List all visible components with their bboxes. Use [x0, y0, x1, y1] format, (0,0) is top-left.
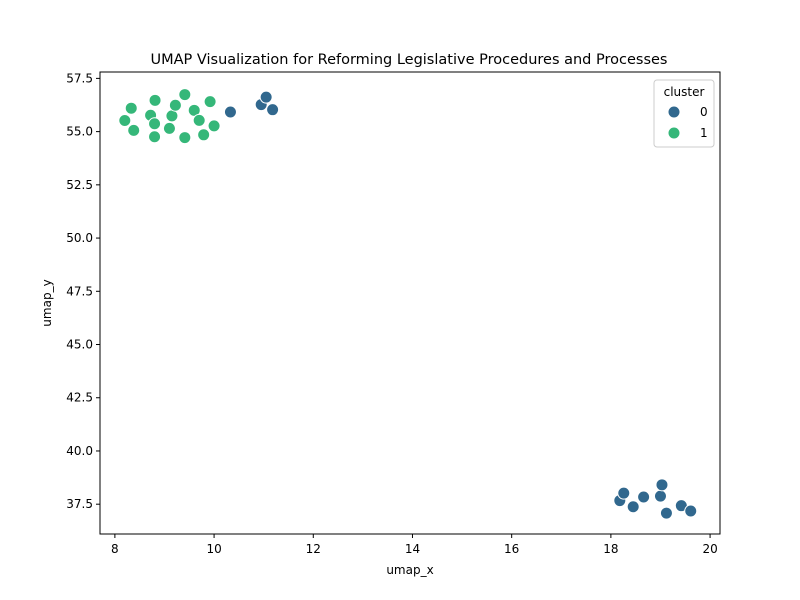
data-point-cluster-1: [162, 121, 176, 135]
x-tick-label: 18: [603, 542, 618, 556]
legend-title: cluster: [664, 85, 705, 99]
data-point-cluster-0: [653, 489, 667, 503]
x-tick-label: 8: [111, 542, 119, 556]
data-point-cluster-0: [223, 105, 237, 119]
data-point-cluster-0: [266, 103, 280, 117]
y-tick-label: 37.5: [66, 497, 93, 511]
data-point-cluster-0: [659, 506, 673, 520]
data-point-cluster-1: [118, 114, 132, 128]
data-point-cluster-1: [203, 95, 217, 109]
data-point-cluster-0: [617, 486, 631, 500]
x-axis-label: umap_x: [386, 563, 433, 577]
y-tick-label: 55.0: [66, 125, 93, 139]
y-tick-label: 57.5: [66, 71, 93, 85]
data-point-cluster-0: [637, 490, 651, 504]
y-tick-label: 50.0: [66, 231, 93, 245]
y-tick-label: 45.0: [66, 338, 93, 352]
y-tick-label: 40.0: [66, 444, 93, 458]
data-point-cluster-1: [178, 88, 192, 102]
legend-entries: 01: [667, 105, 708, 140]
data-point-cluster-0: [655, 478, 669, 492]
legend-label: 0: [700, 105, 708, 119]
data-point-cluster-1: [148, 117, 162, 131]
data-point-cluster-1: [197, 128, 211, 142]
x-tick-label: 12: [306, 542, 321, 556]
legend-marker-0: [667, 105, 681, 119]
data-point-cluster-1: [148, 93, 162, 107]
y-axis-ticks: 37.5 40.0 42.5 45.0 47.5 50.0 52.5 55.0 57.5: [66, 71, 100, 511]
data-point-cluster-1: [178, 131, 192, 145]
legend-marker-1: [667, 126, 681, 140]
plot-frame: [99, 71, 721, 535]
data-points: [118, 88, 698, 520]
y-tick-label: 47.5: [66, 284, 93, 298]
y-tick-label: 42.5: [66, 391, 93, 405]
x-axis-ticks: 8 10 12 14 16 18 20: [111, 534, 718, 556]
legend: cluster 01: [653, 79, 715, 148]
x-tick-label: 20: [702, 542, 717, 556]
data-point-cluster-1: [148, 130, 162, 144]
data-point-cluster-0: [626, 500, 640, 514]
data-point-cluster-1: [192, 113, 206, 127]
x-tick-label: 14: [405, 542, 420, 556]
data-point-cluster-1: [207, 119, 221, 133]
data-point-cluster-1: [127, 123, 141, 137]
data-point-cluster-0: [684, 504, 698, 518]
x-tick-label: 10: [206, 542, 221, 556]
chart-title: UMAP Visualization for Reforming Legisla…: [151, 52, 668, 68]
y-axis-label: umap_y: [40, 279, 54, 326]
legend-label: 1: [700, 126, 708, 140]
y-tick-label: 52.5: [66, 178, 93, 192]
plot-area: 8 10 12 14 16 18 20 37.540.042.545.047.550.052…: [66, 71, 721, 556]
data-point-cluster-1: [124, 101, 138, 115]
x-tick-label: 16: [504, 542, 519, 556]
data-point-cluster-0: [259, 90, 273, 104]
data-point-cluster-1: [168, 98, 182, 112]
